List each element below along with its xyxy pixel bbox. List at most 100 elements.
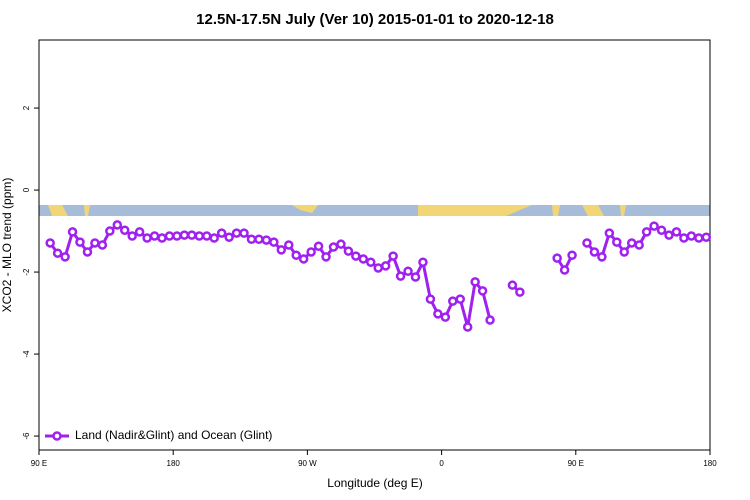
data-point: [119, 225, 130, 235]
data-point: [418, 257, 428, 267]
data-point: [582, 238, 592, 248]
data-point: [216, 228, 227, 238]
data-point: [440, 312, 451, 322]
data-point: [105, 226, 115, 236]
data-point: [612, 237, 622, 247]
data-point: [515, 287, 525, 297]
data-point: [328, 242, 339, 252]
data-point: [395, 271, 406, 281]
data-point: [67, 227, 78, 237]
data-point: [634, 240, 644, 250]
data-point: [298, 254, 309, 264]
data-point: [485, 315, 495, 325]
data-point: [90, 238, 100, 248]
y-tick-label: 0: [22, 187, 31, 192]
data-point: [388, 251, 398, 261]
data-point: [291, 250, 301, 260]
data-point: [597, 252, 607, 262]
x-axis-label: Longitude (deg E): [327, 476, 422, 490]
data-point: [552, 253, 562, 263]
data-point: [679, 233, 689, 243]
data-point: [179, 230, 190, 240]
data-point: [239, 228, 249, 238]
data-point: [172, 231, 182, 241]
data-point: [261, 235, 272, 245]
data-point: [410, 272, 421, 282]
data-point: [276, 245, 287, 255]
data-point: [164, 231, 175, 241]
legend-label: Land (Nadir&Glint) and Ocean (Glint): [75, 428, 272, 442]
data-point: [254, 234, 264, 245]
data-point: [127, 231, 137, 241]
data-point: [313, 241, 324, 251]
legend-marker: [52, 431, 62, 441]
data-point: [380, 261, 391, 271]
data-point: [149, 231, 160, 241]
data-point: [701, 232, 712, 242]
data-point: [686, 231, 697, 241]
data-point: [321, 252, 331, 262]
data-point: [671, 227, 682, 237]
data-point: [246, 234, 257, 245]
data-point: [403, 266, 413, 276]
data-point: [52, 248, 63, 258]
chart-title: 12.5N-17.5N July (Ver 10) 2015-01-01 to …: [196, 11, 554, 28]
data-point: [694, 233, 704, 243]
data-point: [619, 247, 630, 257]
map-strip: [39, 205, 710, 216]
data-point: [97, 240, 108, 250]
data-point: [45, 238, 55, 248]
data-point: [336, 239, 346, 249]
data-point: [306, 247, 316, 257]
data-point: [470, 277, 480, 287]
data-point: [462, 322, 473, 332]
data-point: [641, 227, 652, 237]
y-tick-label: -6: [22, 432, 31, 440]
data-point: [187, 230, 197, 240]
data-point: [477, 286, 488, 296]
data-point: [284, 240, 294, 250]
data-point: [559, 265, 570, 275]
x-tick-label: 90 E: [31, 459, 47, 468]
x-tick-label: 0: [439, 459, 444, 468]
data-point: [231, 228, 242, 238]
data-point: [433, 309, 443, 319]
x-tick-label: 180: [167, 459, 181, 468]
data-point: [589, 247, 600, 257]
data-point: [202, 231, 212, 241]
x-tick-label: 90 E: [568, 459, 584, 468]
data-point: [112, 220, 123, 230]
y-tick-label: -2: [22, 268, 31, 276]
data-point: [656, 225, 667, 235]
data-point: [455, 294, 465, 304]
data-point: [366, 257, 376, 267]
x-tick-label: 90 W: [298, 459, 317, 468]
data-point: [507, 280, 518, 290]
data-point: [224, 232, 234, 242]
data-point: [351, 251, 361, 261]
data-point: [157, 233, 167, 243]
data-point: [269, 237, 279, 247]
data-point: [142, 233, 152, 243]
data-point: [604, 228, 615, 238]
data-point: [448, 296, 458, 306]
data-point: [343, 246, 354, 256]
x-tick-label: 180: [703, 459, 717, 468]
data-point: [75, 237, 85, 247]
data-point: [358, 254, 369, 264]
data-point: [60, 252, 70, 262]
data-point: [209, 233, 219, 243]
data-point: [194, 231, 205, 241]
data-point: [134, 227, 145, 237]
data-point: [425, 294, 436, 304]
data-point: [626, 238, 637, 248]
data-point: [373, 263, 383, 273]
data-point: [82, 247, 93, 257]
data-point: [664, 230, 674, 240]
data-point: [567, 250, 577, 260]
plot-frame: [38, 39, 711, 451]
y-tick-label: 2: [22, 105, 31, 110]
y-tick-label: -4: [22, 350, 31, 358]
y-axis-label: XCO2 - MLO trend (ppm): [0, 178, 14, 313]
